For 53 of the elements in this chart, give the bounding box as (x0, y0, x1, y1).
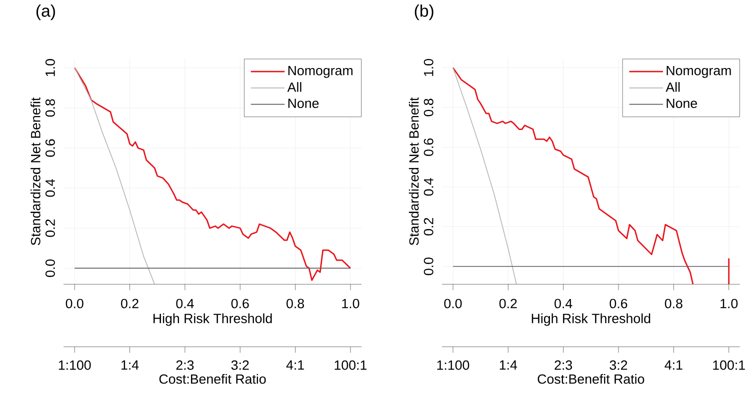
text: 3:2 (610, 360, 628, 370)
line-series (74, 66, 352, 281)
x-axis-title: High Risk Threshold (154, 313, 272, 326)
text: 100:1 (334, 360, 367, 370)
x2-axis-title: Cost:Benefit Ratio (159, 374, 266, 384)
x-tick-label: 0.0 (66, 298, 84, 308)
text: 1:100 (437, 360, 470, 370)
y-tick-label: 0.6 (45, 139, 55, 157)
x-tick-label: 0.6 (610, 298, 628, 308)
legend-label: All (287, 82, 302, 92)
y-tick-label: 0.0 (424, 257, 434, 275)
x-tick-label: 0.8 (286, 298, 304, 308)
y-tick-label: 1.0 (424, 58, 434, 76)
y-tick-label: 0.2 (45, 219, 55, 237)
chart-title: (b) (414, 4, 434, 20)
text: 1:4 (122, 360, 139, 370)
y-axis-title: Standardized Net Benefit (408, 97, 419, 245)
y-tick-label: 0.6 (424, 138, 434, 156)
x-tick-label: 0.2 (499, 298, 517, 308)
x-tick-label: 1.0 (342, 298, 360, 308)
x-tick-label: 0.0 (444, 298, 462, 308)
text: 1:4 (500, 360, 518, 370)
x2-axis-title: Cost:Benefit Ratio (538, 374, 644, 384)
y-tick-label: 1.0 (45, 58, 55, 76)
text: 1:100 (58, 360, 91, 370)
x-tick-label: 0.4 (176, 298, 194, 308)
chart-title: (a) (36, 4, 55, 20)
y-tick-label: 0.4 (424, 178, 434, 196)
text: 4:1 (286, 360, 304, 370)
legend-label: None (666, 98, 698, 108)
y-tick-label: 0.8 (45, 98, 55, 116)
x-tick-label: 0.6 (231, 298, 249, 308)
line-series (452, 67, 517, 284)
x-axis-title: High Risk Threshold (532, 313, 650, 326)
line-series (74, 67, 156, 284)
y-tick-label: 0.4 (45, 178, 55, 197)
y-tick-label: 0.2 (424, 218, 434, 236)
x-tick-label: 0.4 (554, 298, 572, 308)
text: 100:1 (713, 360, 745, 370)
y-axis-title: Standardized Net Benefit (30, 97, 40, 245)
legend-label: All (666, 82, 680, 92)
x-tick-label: 1.0 (720, 298, 738, 308)
text: 2:3 (554, 360, 572, 370)
text: 3:2 (231, 360, 249, 370)
text: 4:1 (664, 360, 682, 370)
y-tick-label: 0.8 (424, 98, 434, 116)
text: 2:3 (176, 360, 194, 370)
legend-label: Nomogram (288, 66, 352, 78)
y-tick-label: 0.0 (45, 259, 55, 277)
x-tick-label: 0.8 (664, 298, 682, 308)
legend-label: Nomogram (666, 66, 731, 78)
x-tick-label: 0.2 (121, 298, 138, 308)
legend-label: None (288, 98, 319, 108)
